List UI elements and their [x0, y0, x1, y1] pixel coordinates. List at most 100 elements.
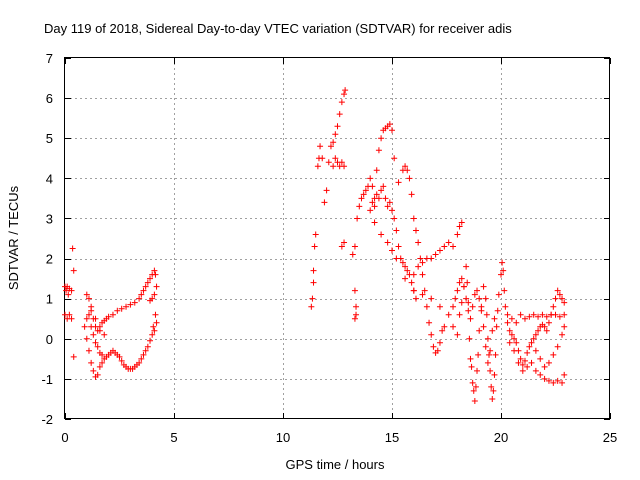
- data-point: [415, 263, 422, 270]
- data-point: [445, 311, 452, 318]
- data-point: [131, 299, 138, 306]
- data-point: [526, 343, 533, 350]
- data-point: [468, 363, 475, 370]
- data-point: [500, 267, 507, 274]
- data-point: [310, 267, 317, 274]
- data-point: [480, 283, 487, 290]
- data-point: [371, 203, 378, 210]
- data-point: [151, 291, 158, 298]
- series-afternoon-cluster: [450, 259, 568, 404]
- data-point: [88, 359, 95, 366]
- data-point: [147, 275, 154, 282]
- data-point: [423, 303, 430, 310]
- data-point: [441, 323, 448, 330]
- data-point: [545, 359, 552, 366]
- data-point: [389, 247, 395, 254]
- data-point: [408, 279, 415, 286]
- data-point: [138, 291, 145, 298]
- data-point: [153, 283, 160, 290]
- data-point: [506, 327, 513, 334]
- data-point: [559, 295, 566, 302]
- x-tick-label: 15: [385, 430, 399, 445]
- data-point: [375, 147, 382, 154]
- data-point: [521, 315, 528, 322]
- y-tick-label: 2: [46, 252, 53, 267]
- data-point: [532, 347, 539, 354]
- data-point: [554, 377, 561, 384]
- data-point: [541, 375, 548, 382]
- chart-title: Day 119 of 2018, Sidereal Day-to-day VTE…: [44, 21, 512, 36]
- data-point: [116, 353, 123, 360]
- data-point: [504, 311, 511, 318]
- series-early-lower-branch: [81, 307, 160, 380]
- data-point: [408, 191, 415, 198]
- data-point: [402, 275, 409, 282]
- data-point: [517, 311, 524, 318]
- data-point: [105, 313, 112, 320]
- data-point: [450, 243, 457, 250]
- data-point: [351, 287, 358, 294]
- data-point: [463, 295, 470, 302]
- y-tick-label: 4: [46, 171, 53, 186]
- data-point: [439, 327, 446, 334]
- data-point: [308, 303, 315, 310]
- data-point: [410, 271, 417, 278]
- data-point: [393, 227, 400, 234]
- data-point: [391, 155, 398, 162]
- data-point: [487, 367, 494, 374]
- data-point: [445, 239, 452, 246]
- data-point: [530, 311, 537, 318]
- data-point: [83, 315, 90, 322]
- data-point: [99, 359, 106, 366]
- data-point: [466, 335, 473, 342]
- data-point: [474, 367, 481, 374]
- data-point: [436, 339, 443, 346]
- data-point: [541, 323, 548, 330]
- y-axis-label: SDTVAR / TECUs: [6, 185, 21, 290]
- data-point: [511, 335, 518, 342]
- x-tick-label: 0: [61, 430, 68, 445]
- data-point: [371, 219, 378, 226]
- data-point: [519, 367, 526, 374]
- data-point: [483, 311, 490, 318]
- data-point: [140, 351, 147, 358]
- data-point: [66, 311, 73, 318]
- data-point: [419, 291, 426, 298]
- data-point: [406, 175, 413, 182]
- data-point: [450, 323, 457, 330]
- data-point: [96, 327, 103, 334]
- data-point: [465, 307, 472, 314]
- data-point: [63, 287, 70, 294]
- data-point: [319, 155, 326, 162]
- data-point: [152, 311, 159, 318]
- series-midday-cluster: [308, 87, 465, 356]
- data-point: [314, 163, 321, 170]
- data-point: [127, 301, 134, 308]
- data-point: [85, 295, 92, 302]
- data-point: [541, 363, 548, 370]
- data-point: [85, 311, 92, 318]
- data-point: [399, 259, 406, 266]
- data-point: [511, 347, 518, 354]
- data-point: [362, 187, 369, 194]
- y-tick-label: -2: [41, 412, 53, 427]
- data-point: [342, 87, 349, 94]
- data-point: [458, 299, 465, 306]
- data-point: [488, 383, 495, 390]
- data-point: [436, 303, 443, 310]
- data-point: [490, 387, 497, 394]
- data-point: [386, 199, 393, 206]
- data-point: [499, 259, 506, 266]
- data-point: [426, 319, 433, 326]
- data-point: [404, 167, 411, 174]
- data-point: [482, 295, 489, 302]
- data-point: [519, 361, 526, 368]
- data-point: [90, 367, 97, 374]
- data-point: [321, 199, 328, 206]
- data-point: [491, 371, 498, 378]
- data-point: [554, 287, 561, 294]
- data-point: [486, 351, 493, 358]
- data-point: [118, 357, 125, 364]
- data-point: [515, 359, 522, 366]
- data-point: [561, 311, 568, 318]
